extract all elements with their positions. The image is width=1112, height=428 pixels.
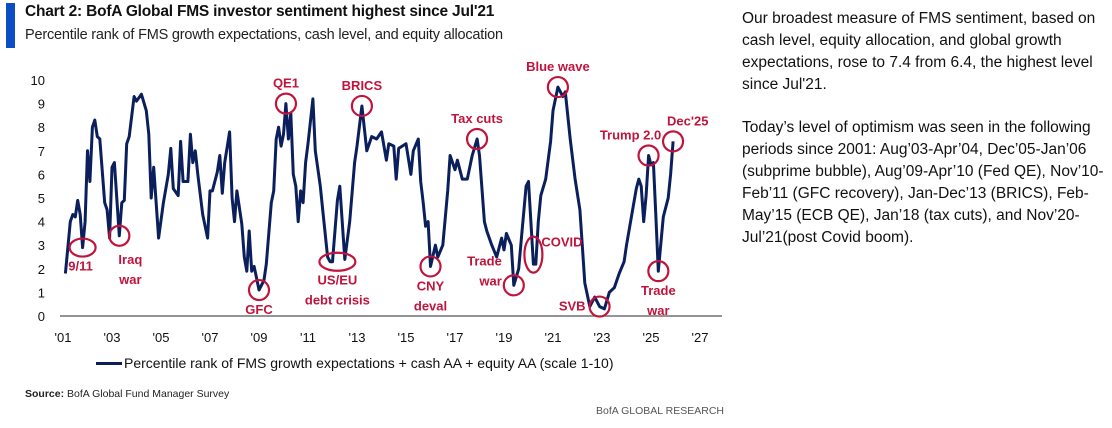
- y-tick-label: 8: [38, 120, 45, 135]
- annotation-label: 9/11: [68, 259, 93, 274]
- annotation-circle: [647, 260, 670, 283]
- x-tick-label: '19: [496, 330, 513, 345]
- x-tick-label: '13: [349, 330, 366, 345]
- annotation-circle: [247, 278, 271, 302]
- annotation: 9/11: [68, 237, 97, 274]
- annotation-circle: [318, 251, 357, 272]
- annotation: COVID: [523, 235, 583, 274]
- annotation: BRICS: [342, 78, 383, 118]
- x-tick-label: '03: [104, 330, 121, 345]
- annotation: Tax cuts: [451, 111, 503, 151]
- annotation: QE1: [273, 76, 299, 115]
- commentary-paragraph-1: Our broadest measure of FMS sentiment, b…: [742, 8, 1108, 96]
- line-chart: 0 1 2 3 4 5 6 7 8 9 10 '01 '03 '05 '07 '09 '11 '13 '15 '17…: [31, 60, 722, 345]
- annotation-circle: [108, 224, 131, 247]
- annotation-label: CNY: [417, 278, 445, 293]
- annotation-label: US/EU: [318, 273, 358, 288]
- annotation-label: SVB: [559, 299, 586, 314]
- annotation-label: deval: [414, 298, 447, 313]
- annotation-circle: [661, 130, 685, 153]
- annotation: GFC: [245, 278, 273, 317]
- y-tick-label: 3: [38, 238, 45, 253]
- annotation-label: Blue wave: [526, 60, 590, 74]
- brand-label: BofA GLOBAL RESEARCH: [596, 405, 724, 417]
- legend-swatch: [96, 361, 122, 365]
- chart-title: Chart 2: BofA Global FMS investor sentim…: [25, 3, 495, 20]
- annotation: Iraq war: [108, 224, 142, 287]
- annotation: Dec'25: [661, 113, 708, 153]
- y-tick-label: 2: [38, 262, 45, 277]
- x-tick-label: '17: [447, 330, 464, 345]
- x-tick-label: '09: [251, 330, 268, 345]
- annotation: Trade war: [467, 253, 525, 297]
- annotation-circle: [419, 255, 442, 278]
- x-tick-label: '01: [55, 330, 72, 345]
- annotation-circle: [588, 295, 611, 318]
- y-tick-label: 4: [38, 215, 45, 230]
- annotation: SVB: [559, 295, 611, 318]
- source-note: Source: BofA Global Fund Manager Survey: [25, 388, 229, 400]
- legend: Percentile rank of FMS growth expectatio…: [96, 355, 613, 371]
- x-tick-label: '05: [153, 330, 170, 345]
- annotation-label: Trade: [467, 253, 502, 268]
- legend-label: Percentile rank of FMS growth expectatio…: [124, 355, 614, 371]
- annotation-label: Dec'25: [667, 113, 708, 128]
- x-tick-label: '25: [643, 330, 660, 345]
- annotation-label: war: [118, 272, 141, 287]
- y-tick-label: 1: [38, 285, 45, 300]
- annotation-label: Iraq: [118, 252, 142, 267]
- source-text: BofA Global Fund Manager Survey: [64, 388, 230, 400]
- y-tick-label: 7: [38, 144, 45, 159]
- x-tick-label: '15: [398, 330, 415, 345]
- x-tick-label: '27: [692, 330, 709, 345]
- annotation-circle: [546, 75, 570, 99]
- annotation-label: war: [646, 303, 669, 318]
- annotation-circle: [502, 274, 525, 297]
- annotation-label: COVID: [541, 235, 582, 250]
- annotations: 9/11 Iraq war GFC QE1 US/EU debt crisis BRICS CN…: [68, 60, 708, 318]
- annotation: Trump 2.0: [600, 128, 661, 167]
- annotation-label: GFC: [245, 302, 273, 317]
- annotation-label: Tax cuts: [451, 111, 503, 126]
- x-tick-label: '21: [545, 330, 562, 345]
- y-axis: 0 1 2 3 4 5 6 7 8 9 10: [31, 73, 45, 324]
- annotation-circle: [465, 127, 489, 151]
- annotation-label: war: [478, 273, 501, 288]
- y-tick-label: 6: [38, 167, 45, 182]
- series-line: [63, 85, 675, 311]
- y-tick-label: 5: [38, 191, 45, 206]
- annotation-label: QE1: [273, 76, 299, 91]
- annotation-circle: [274, 92, 298, 115]
- x-axis: '01 '03 '05 '07 '09 '11 '13 '15 '17 '19 '21 '23 '25 '…: [55, 330, 709, 345]
- y-tick-label: 10: [31, 73, 45, 88]
- annotation-circle: [350, 94, 373, 118]
- x-tick-label: '11: [300, 330, 316, 345]
- annotation-circle: [68, 237, 97, 258]
- chart-subtitle: Percentile rank of FMS growth expectatio…: [25, 27, 503, 43]
- annotation-label: BRICS: [342, 78, 383, 93]
- y-tick-label: 9: [38, 97, 45, 112]
- annotation: CNY deval: [414, 255, 447, 313]
- annotation-circle: [523, 235, 544, 274]
- annotation-label: Trade: [641, 283, 676, 298]
- commentary-paragraph-2: Today’s level of optimism was seen in th…: [742, 117, 1108, 249]
- annotation: US/EU debt crisis: [305, 251, 370, 308]
- commentary-text-2: Today’s level of optimism was seen in th…: [742, 119, 1104, 246]
- annotation-circle: [637, 144, 660, 167]
- x-tick-label: '23: [594, 330, 611, 345]
- annotation-label: debt crisis: [305, 293, 370, 308]
- annotation: Trade war: [641, 260, 676, 318]
- y-tick-label: 0: [38, 309, 45, 324]
- annotation: Blue wave: [526, 60, 590, 99]
- commentary-text-1: Our broadest measure of FMS sentiment, b…: [742, 10, 1096, 93]
- annotation-label: Trump 2.0: [600, 128, 661, 143]
- x-tick-label: '07: [202, 330, 219, 345]
- title-accent-bar: [6, 3, 15, 48]
- source-label: Source:: [25, 388, 65, 400]
